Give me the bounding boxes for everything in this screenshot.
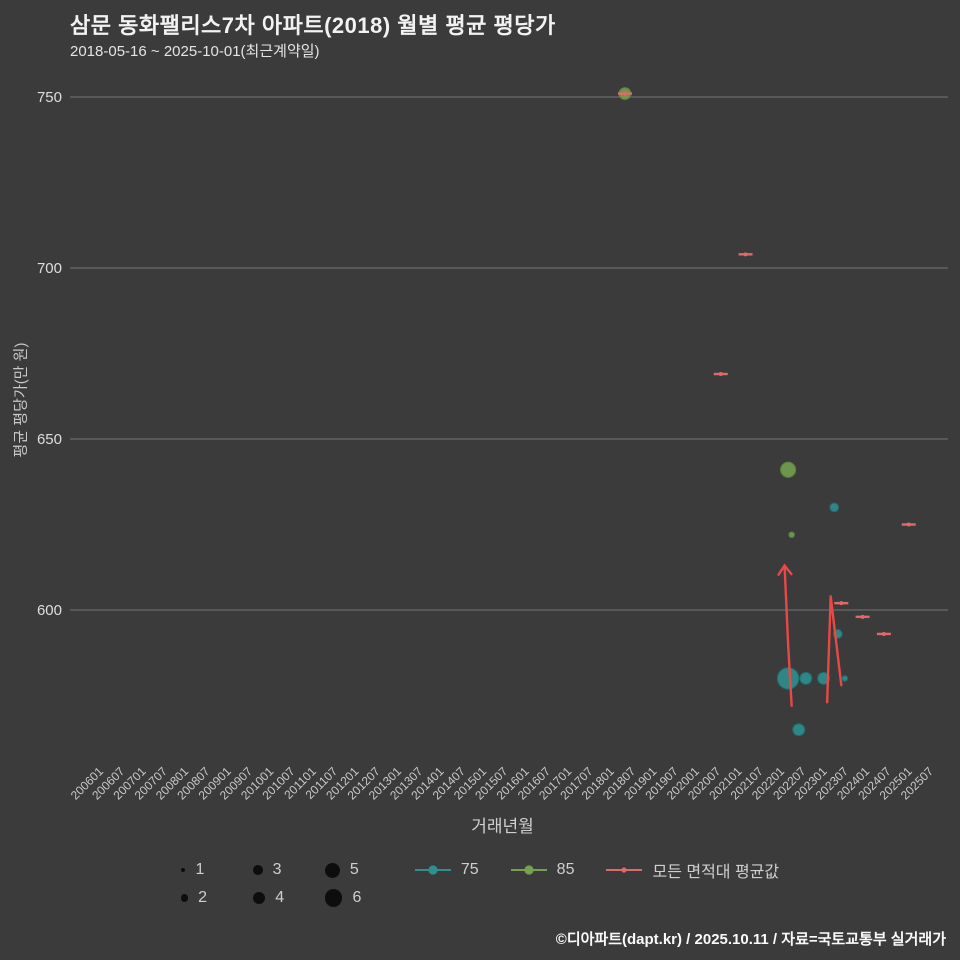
legend-size-label: 5 <box>349 861 359 878</box>
avg-dash-center <box>906 522 911 527</box>
bubble-point-75[interactable] <box>792 723 806 737</box>
x-axis-title: 거래년월 <box>471 817 534 836</box>
y-tick-label: 700 <box>37 260 62 277</box>
legend-size-label: 2 <box>198 889 207 906</box>
size-dot-icon <box>180 867 186 873</box>
bubble-point-75[interactable] <box>829 502 840 513</box>
annotation-arrowhead <box>777 563 793 576</box>
series-marker-icon <box>414 865 451 875</box>
annotation-up-arrow <box>783 564 793 707</box>
legend-series-item[interactable]: 모든 면적대 평균값 <box>604 858 779 882</box>
legend-series-label: 85 <box>556 861 575 878</box>
bubble-point-75[interactable] <box>841 675 849 682</box>
annotation-zigzag <box>825 595 843 704</box>
chart-subtitle: 2018-05-16 ~ 2025-10-01(최근계약일) <box>70 43 320 60</box>
legend-size-item[interactable]: 2 <box>180 889 227 907</box>
legend-series-label: 75 <box>460 861 479 878</box>
avg-dash-center <box>622 91 627 96</box>
avg-dash-center <box>860 614 865 619</box>
legend-series-item[interactable]: 75 <box>413 861 479 879</box>
legend-sizes: 1 2 3 4 5 6 <box>180 858 371 910</box>
size-dot-icon <box>252 891 266 905</box>
size-dot-icon <box>252 865 263 875</box>
legend-size-label: 6 <box>352 889 362 906</box>
bubble-point-75[interactable] <box>776 667 800 690</box>
avg-dash-center <box>743 252 748 257</box>
legend-size-item[interactable]: 1 <box>180 861 227 879</box>
legend-size-label: 1 <box>195 861 205 878</box>
series-marker-icon <box>510 865 547 875</box>
legend-series-label: 모든 면적대 평균값 <box>652 864 780 881</box>
bubble-point-75[interactable] <box>817 671 831 685</box>
bubble-point-85[interactable] <box>788 531 795 539</box>
y-tick-label: 750 <box>37 89 62 106</box>
legend-size-label: 3 <box>272 861 282 878</box>
legend-series: 75 85 모든 면적대 평균값 <box>413 858 779 882</box>
legend: 1 2 3 4 5 6 75 85 모든 면적대 평균값 <box>0 858 960 910</box>
legend-size-item[interactable]: 5 <box>324 861 371 879</box>
avg-dash-center <box>839 601 844 606</box>
avg-dash-center <box>718 372 723 377</box>
bubble-point-75[interactable] <box>799 671 813 685</box>
y-tick-label: 650 <box>37 431 62 448</box>
avg-dash-center <box>881 631 886 636</box>
size-dot-icon <box>180 894 189 902</box>
size-dot-icon <box>324 889 343 907</box>
legend-size-label: 4 <box>275 889 285 906</box>
legend-size-item[interactable]: 4 <box>252 889 299 907</box>
footer-credit: ©디아파트(dapt.kr) / 2025.10.11 / 자료=국토교통부 실… <box>555 931 946 948</box>
plot-area: 7507006506002006012006072007012007072008… <box>37 87 948 802</box>
legend-size-item[interactable]: 3 <box>252 861 299 879</box>
size-dot-icon <box>324 862 340 878</box>
legend-series-item[interactable]: 85 <box>509 861 575 879</box>
series-marker-icon <box>606 867 643 873</box>
chart-title: 삼문 동화팰리스7차 아파트(2018) 월별 평균 평당가 <box>70 13 556 38</box>
bubble-point-85[interactable] <box>780 461 797 478</box>
legend-size-item[interactable]: 6 <box>324 889 371 907</box>
y-tick-label: 600 <box>37 602 62 619</box>
